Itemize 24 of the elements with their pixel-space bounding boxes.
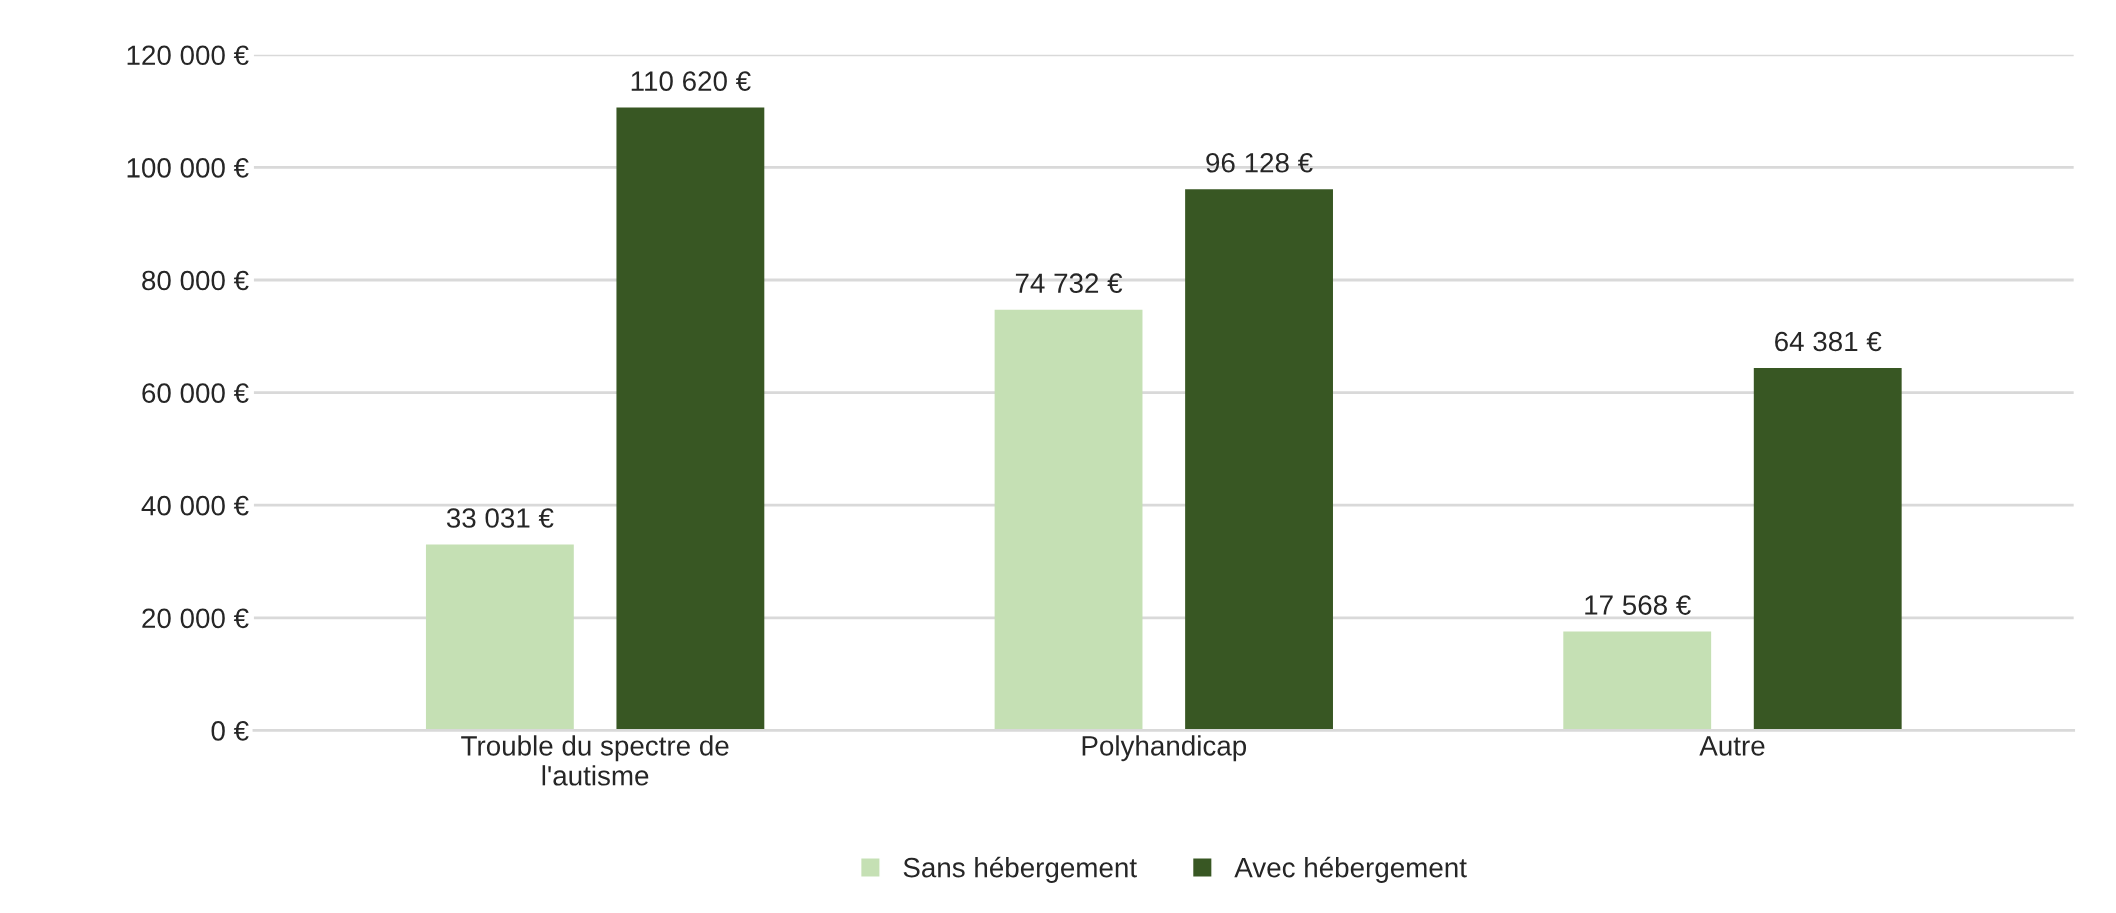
y-tick-label: 100 000 € — [127, 158, 249, 178]
legend-label: Sans hébergement — [903, 856, 1137, 883]
y-tick-label: 20 000 € — [142, 608, 249, 629]
x-tick-label: Trouble du spectre de l'autisme — [461, 735, 729, 786]
legend-label: Avec hébergement — [1234, 856, 1467, 883]
bar — [425, 544, 574, 731]
y-tick-label: 80 000 € — [142, 270, 249, 291]
y-tick-label: 0 € — [211, 721, 249, 741]
y-tick-label: 120 000 € — [127, 45, 249, 66]
data-label: 110 620 € — [631, 71, 751, 91]
bar — [616, 107, 765, 731]
data-label: 96 128 € — [1206, 152, 1313, 173]
data-label: 64 381 € — [1775, 331, 1882, 352]
data-label: 74 732 € — [1015, 273, 1123, 294]
y-tick-label: 40 000 € — [141, 495, 249, 516]
data-label: 17 568 € — [1585, 595, 1691, 615]
x-tick-label: Polyhandicap — [1082, 735, 1247, 762]
data-label: 33 031 € — [446, 508, 554, 528]
bar — [1563, 631, 1712, 731]
bar — [1753, 367, 1902, 731]
x-tick-label: Autre — [1699, 736, 1765, 756]
bar — [994, 309, 1143, 731]
y-tick-label: 60 000 € — [142, 383, 249, 403]
bar — [1185, 189, 1333, 731]
